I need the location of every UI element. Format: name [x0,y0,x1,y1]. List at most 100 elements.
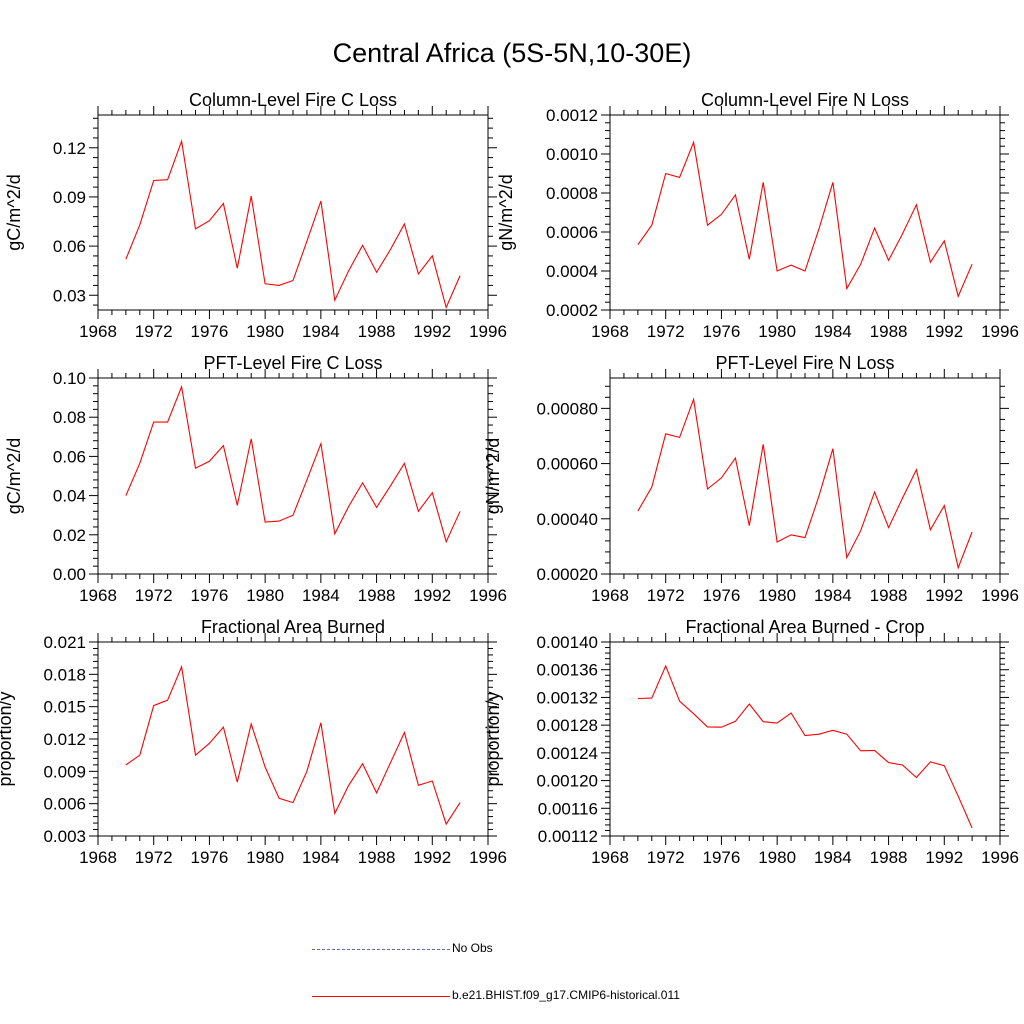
chart-title: Column-Level Fire C Loss [189,90,397,110]
x-tick-label: 1992 [413,848,451,867]
x-tick-label: 1996 [469,848,507,867]
x-tick-label: 1980 [246,322,284,341]
y-axis-label: proportion/y [0,691,15,786]
y-axis-label: gC/m^2/d [4,174,24,250]
y-tick-label: 0.10 [53,369,86,388]
x-tick-label: 1980 [758,322,796,341]
x-tick-label: 1968 [79,322,117,341]
chart-panel-2: Column-Level Fire N Loss gN/m^2/d 1968 1972… [496,90,1019,341]
x-tick-label: 1988 [358,586,396,605]
y-tick-label: 0.0012 [546,106,598,125]
x-tick-label: 1996 [981,322,1019,341]
y-tick-label: 0.06 [53,447,86,466]
plot-frame [609,114,1001,311]
x-tick-label: 1976 [191,848,229,867]
x-tick-label: 1972 [647,322,685,341]
y-tick-label: 0.04 [53,487,86,506]
x-tick-label: 1976 [703,848,741,867]
plot-frame [97,377,489,575]
plot-frame [97,641,489,837]
x-tick-label: 1992 [925,586,963,605]
y-tick-label: 0.0004 [546,262,598,281]
y-tick-label: 0.0008 [546,184,598,203]
x-tick-label: 1968 [591,848,629,867]
series-line [637,140,973,299]
chart-panel-5: Fractional Area Burned proportion/y 1968 19… [0,617,507,867]
y-tick-label: 0.00 [53,565,86,584]
series-line [125,664,461,826]
y-axis-label: gN/m^2/d [496,174,516,250]
y-tick-label: 0.0006 [546,223,598,242]
x-tick-label: 1984 [302,586,340,605]
y-tick-label: 0.00132 [537,688,598,707]
legend-swatch-obs [312,949,450,950]
plot-frame [609,377,1001,575]
y-tick-label: 0.03 [53,286,86,305]
y-tick-label: 0.0002 [546,301,598,320]
y-tick-label: 0.00116 [538,799,598,818]
y-axis-label: gC/m^2/d [4,438,24,514]
x-tick-label: 1984 [302,322,340,341]
legend-swatch-model [312,996,450,997]
x-tick-label: 1968 [591,586,629,605]
y-tick-label: 0.02 [53,526,86,545]
legend-label-obs: No Obs [452,941,493,955]
y-tick-label: 0.12 [53,139,86,158]
y-tick-label: 0.00140 [537,633,598,652]
y-axis-label: proportion/y [483,691,503,786]
x-tick-label: 1992 [413,322,451,341]
y-tick-label: 0.021 [43,633,86,652]
x-tick-label: 1988 [870,586,908,605]
y-tick-label: 0.00112 [538,827,598,846]
x-tick-label: 1988 [870,322,908,341]
x-tick-label: 1980 [246,586,284,605]
x-tick-label: 1984 [814,322,852,341]
chart-panel-4: PFT-Level Fire N Loss gN/m^2/d 1968 1972 197… [483,353,1019,605]
y-tick-label: 0.003 [43,827,86,846]
x-tick-label: 1972 [647,586,685,605]
y-tick-label: 0.00136 [537,661,598,680]
x-tick-label: 1988 [870,848,908,867]
x-tick-label: 1996 [469,586,507,605]
x-tick-label: 1972 [135,848,173,867]
series-line [637,397,973,570]
y-axis-label: gN/m^2/d [483,438,503,514]
x-tick-label: 1968 [79,586,117,605]
y-tick-label: 0.00080 [537,399,598,418]
y-tick-label: 0.00124 [537,744,598,763]
x-tick-label: 1972 [135,586,173,605]
chart-title: PFT-Level Fire N Loss [715,353,894,373]
y-tick-label: 0.018 [43,665,86,684]
y-tick-label: 0.08 [53,408,86,427]
y-tick-label: 0.009 [43,762,86,781]
y-tick-label: 0.00120 [537,772,598,791]
x-tick-label: 1968 [591,322,629,341]
chart-panel-1: Column-Level Fire C Loss gC/m^2/d 1968 1972… [4,90,507,341]
y-tick-label: 0.0010 [546,145,598,164]
y-tick-label: 0.00040 [537,510,598,529]
legend-label-model: b.e21.BHIST.f09_g17.CMIP6-historical.011 [452,988,680,1002]
y-tick-label: 0.012 [43,730,86,749]
y-tick-label: 0.06 [53,237,86,256]
x-tick-label: 1996 [469,322,507,341]
x-tick-label: 1988 [358,322,396,341]
x-tick-label: 1992 [925,322,963,341]
x-tick-label: 1992 [925,848,963,867]
x-tick-label: 1996 [981,848,1019,867]
x-tick-label: 1992 [413,586,451,605]
x-tick-label: 1980 [758,586,796,605]
y-tick-label: 0.00020 [537,565,598,584]
chart-title: PFT-Level Fire C Loss [203,353,382,373]
x-tick-label: 1988 [358,848,396,867]
x-tick-label: 1980 [246,848,284,867]
x-tick-label: 1972 [647,848,685,867]
x-tick-label: 1984 [814,586,852,605]
y-tick-label: 0.006 [43,795,86,814]
x-tick-label: 1976 [703,586,741,605]
chart-title: Fractional Area Burned - Crop [685,617,924,637]
x-tick-label: 1980 [758,848,796,867]
plot-frame [609,641,1001,837]
chart-title: Fractional Area Burned [201,617,385,637]
x-tick-label: 1976 [191,586,229,605]
